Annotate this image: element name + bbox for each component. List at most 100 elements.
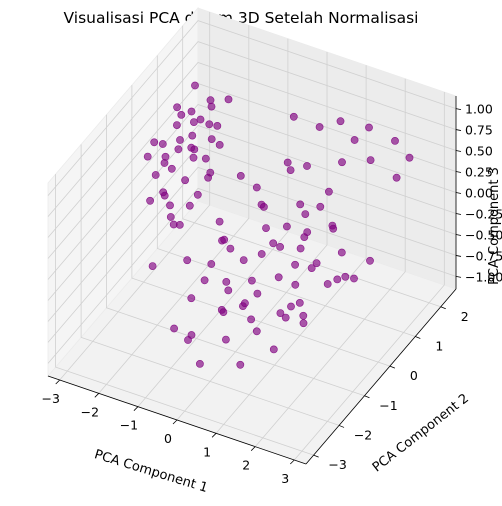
data-point bbox=[259, 202, 268, 211]
y-tick-mark bbox=[440, 306, 446, 310]
data-point bbox=[240, 299, 249, 308]
y-tick-mark bbox=[389, 365, 396, 369]
x-tick-mark bbox=[133, 406, 139, 411]
data-point bbox=[218, 236, 226, 245]
data-point bbox=[392, 173, 401, 182]
data-point bbox=[283, 158, 292, 167]
data-point bbox=[224, 95, 233, 104]
data-point bbox=[184, 336, 192, 344]
z-tick-label: 1.00 bbox=[465, 102, 493, 117]
data-point bbox=[282, 222, 291, 231]
data-point bbox=[226, 244, 235, 253]
data-point bbox=[300, 233, 309, 241]
z-tick-label: 0.00 bbox=[465, 186, 493, 201]
data-point bbox=[315, 123, 324, 131]
data-point bbox=[252, 183, 261, 192]
data-point bbox=[170, 324, 178, 333]
data-point bbox=[324, 187, 333, 196]
data-point bbox=[274, 273, 283, 282]
y-tick-label: −1 bbox=[379, 398, 397, 413]
data-point bbox=[219, 308, 228, 316]
data-point bbox=[205, 120, 214, 129]
data-point bbox=[269, 239, 278, 248]
data-point bbox=[172, 121, 181, 129]
x-gridline bbox=[293, 92, 445, 461]
y-tick-mark bbox=[313, 454, 319, 458]
z-gridline bbox=[47, 146, 457, 322]
data-point bbox=[150, 138, 159, 147]
data-point bbox=[350, 136, 359, 144]
data-point bbox=[247, 315, 255, 324]
data-point bbox=[177, 111, 186, 119]
x-tick-mark bbox=[55, 379, 61, 385]
y-tick-label: 2 bbox=[461, 309, 469, 324]
x-tick-label: −1 bbox=[120, 418, 138, 433]
x-tick-label: −3 bbox=[42, 391, 60, 406]
data-point bbox=[187, 143, 196, 152]
y-gridline bbox=[80, 144, 340, 426]
data-point bbox=[312, 259, 321, 268]
data-point bbox=[183, 256, 192, 265]
data-point bbox=[350, 274, 358, 283]
data-point bbox=[289, 112, 298, 121]
data-point bbox=[287, 302, 295, 311]
data-point bbox=[338, 158, 346, 167]
data-point bbox=[323, 280, 332, 288]
data-point bbox=[222, 277, 231, 286]
y-tick-label: −3 bbox=[328, 457, 346, 472]
data-point bbox=[215, 140, 224, 149]
data-point bbox=[176, 136, 184, 144]
data-point bbox=[191, 81, 199, 90]
x-tick-mark bbox=[172, 419, 178, 425]
y-tick-mark bbox=[338, 425, 345, 428]
data-point bbox=[299, 311, 308, 320]
z-tick-label: 0.50 bbox=[465, 144, 493, 159]
x-gridline bbox=[59, 12, 211, 381]
data-point bbox=[143, 152, 152, 161]
data-point bbox=[200, 276, 209, 285]
data-point bbox=[291, 280, 300, 289]
z-tick-mark bbox=[455, 234, 462, 236]
z-axis-label: PCA Component 3 bbox=[487, 167, 502, 285]
data-point bbox=[286, 166, 295, 174]
data-point bbox=[224, 286, 233, 295]
data-point bbox=[148, 262, 157, 270]
data-point bbox=[201, 154, 210, 163]
x-axis-label: PCA Component 1 bbox=[92, 447, 209, 496]
z-gridline bbox=[47, 166, 457, 343]
x-tick-mark bbox=[94, 393, 100, 398]
z-tick-label: 0.75 bbox=[465, 123, 493, 138]
data-point bbox=[276, 242, 284, 251]
data-point bbox=[221, 335, 230, 344]
z-tick-label: −0.25 bbox=[465, 206, 502, 221]
y-gridline bbox=[55, 174, 314, 456]
data-point bbox=[206, 168, 215, 177]
data-point bbox=[236, 360, 245, 369]
data-point bbox=[167, 164, 176, 173]
data-point bbox=[391, 136, 399, 145]
y-tick-mark bbox=[415, 336, 421, 339]
data-point bbox=[365, 123, 373, 132]
data-point bbox=[299, 319, 308, 328]
y-axis-line bbox=[305, 288, 457, 465]
x-gridline bbox=[98, 25, 250, 394]
data-point bbox=[166, 201, 174, 210]
data-point bbox=[159, 188, 168, 197]
data-point bbox=[247, 276, 256, 285]
data-point bbox=[276, 309, 285, 317]
data-point bbox=[151, 171, 160, 179]
tick-labels: −3 −2 −1 0 1 2 3 −3 −2 −1 0 1 2 −1.00 −0.75 −0.50 −0.25 0… bbox=[42, 102, 502, 486]
x-tick-label: 0 bbox=[164, 431, 172, 446]
x-tick-mark bbox=[211, 433, 217, 438]
x-tick-mark bbox=[289, 459, 295, 465]
data-point bbox=[189, 153, 198, 162]
data-point bbox=[333, 275, 342, 284]
x-tick-label: 3 bbox=[281, 471, 289, 486]
chart-title: Visualisasi PCA dalam 3D Setelah Normali… bbox=[64, 9, 419, 27]
z-gridline bbox=[47, 20, 457, 196]
y-tick-label: 1 bbox=[435, 338, 443, 353]
data-point bbox=[193, 190, 202, 199]
data-point bbox=[296, 200, 305, 209]
z-tick-mark bbox=[455, 276, 462, 278]
